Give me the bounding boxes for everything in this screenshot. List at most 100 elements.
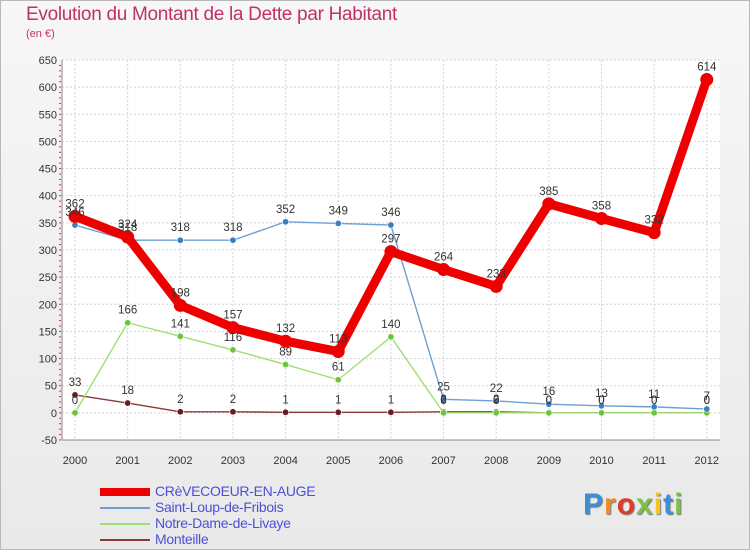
- data-point: [545, 409, 553, 417]
- y-tick-label: 50: [45, 381, 57, 393]
- y-tick-label: 100: [39, 354, 57, 366]
- x-tick-label: 2000: [63, 455, 87, 467]
- data-point: [703, 405, 711, 413]
- data-point: [492, 397, 500, 405]
- data-label: 318: [171, 222, 190, 234]
- x-tick-label: 2006: [379, 455, 403, 467]
- data-label: 0: [72, 395, 78, 407]
- data-label: 233: [487, 268, 506, 280]
- data-point: [68, 209, 82, 223]
- data-point: [595, 212, 608, 226]
- chart-title: Evolution du Montant de la Dette par Hab…: [26, 4, 397, 25]
- data-label: 614: [697, 62, 717, 74]
- legend-swatch: [100, 507, 150, 509]
- data-label: 362: [65, 198, 84, 210]
- data-label: 0: [546, 395, 552, 407]
- x-tick-label: 2010: [589, 455, 613, 467]
- legend-label: Saint-Loup-de-Fribois: [155, 499, 284, 515]
- data-label: 352: [276, 204, 295, 216]
- y-tick-label: 450: [39, 164, 57, 176]
- data-label: 13: [595, 388, 608, 400]
- data-label: 358: [592, 201, 611, 213]
- data-label: 349: [329, 205, 348, 217]
- data-point: [121, 230, 135, 244]
- legend-swatch: [100, 488, 150, 496]
- legend-swatch: [100, 523, 150, 525]
- data-label: 1: [388, 394, 394, 406]
- y-tick-label: 650: [39, 55, 57, 67]
- data-label: 7: [704, 391, 710, 403]
- data-label: 89: [279, 347, 292, 359]
- y-tick-label: 250: [39, 272, 57, 284]
- legend-label: Monteille: [155, 531, 209, 547]
- data-label: 318: [118, 222, 137, 234]
- x-tick-label: 2001: [115, 455, 139, 467]
- chart-subtitle: (en €): [26, 28, 55, 40]
- data-label: 22: [490, 383, 503, 395]
- logo-letter: P: [583, 488, 605, 521]
- data-label: 2: [493, 394, 499, 406]
- y-tick-label: -50: [41, 435, 57, 447]
- data-point: [440, 395, 448, 403]
- y-tick-label: 550: [39, 109, 57, 121]
- data-label: 264: [434, 252, 454, 264]
- data-label: 346: [381, 207, 400, 219]
- data-label: 0: [598, 395, 604, 407]
- data-label: 0: [651, 395, 657, 407]
- data-label: 33: [69, 377, 82, 389]
- data-point: [387, 408, 395, 416]
- data-label: 16: [542, 386, 555, 398]
- legend-swatch: [100, 539, 150, 541]
- data-point: [176, 408, 184, 416]
- data-label: 2: [177, 394, 183, 406]
- legend-item-monteille[interactable]: Monteille: [100, 531, 400, 548]
- data-label: 0: [598, 395, 604, 407]
- data-point: [542, 197, 556, 211]
- data-point: [71, 391, 79, 399]
- data-point: [440, 409, 448, 417]
- logo-letter: i: [674, 488, 684, 521]
- x-tick-label: 2011: [642, 455, 666, 467]
- x-tick-label: 2005: [326, 455, 350, 467]
- data-label: 318: [223, 222, 242, 234]
- logo-letter: t: [663, 488, 675, 521]
- data-label: 1: [335, 394, 341, 406]
- legend-item-notre-dame[interactable]: Notre-Dame-de-Livaye: [100, 515, 400, 532]
- data-label: 324: [118, 219, 138, 231]
- legend-label: CRèVECOEUR-EN-AUGE: [155, 483, 316, 499]
- x-tick-label: 2009: [537, 455, 561, 467]
- data-point: [387, 221, 395, 229]
- data-label: 0: [651, 395, 657, 407]
- data-label: 332: [645, 215, 664, 227]
- data-point: [71, 409, 79, 417]
- data-label: 157: [223, 310, 242, 322]
- data-point: [229, 236, 237, 244]
- x-tick-label: 2003: [221, 455, 245, 467]
- data-point: [492, 409, 500, 417]
- data-label: 346: [65, 207, 84, 219]
- data-point: [331, 345, 345, 359]
- data-point: [597, 402, 605, 410]
- logo-letter: o: [616, 488, 637, 521]
- data-point: [176, 236, 184, 244]
- data-point: [489, 279, 503, 293]
- logo-letter: x: [636, 488, 654, 521]
- data-label: 1: [282, 394, 288, 406]
- data-label: 113: [329, 334, 347, 346]
- y-tick-label: 0: [51, 408, 57, 420]
- legend-item-crevecoeur[interactable]: CRèVECOEUR-EN-AUGE: [100, 483, 400, 500]
- data-label: 25: [437, 381, 450, 393]
- data-point: [226, 321, 240, 335]
- x-tick-label: 2008: [484, 455, 508, 467]
- x-tick-label: 2007: [431, 455, 455, 467]
- data-label: 0: [546, 395, 552, 407]
- legend-item-saint-loup[interactable]: Saint-Loup-de-Fribois: [100, 499, 400, 516]
- data-point: [650, 409, 658, 417]
- data-label: 116: [224, 332, 242, 344]
- data-label: 141: [171, 318, 190, 330]
- data-label: 2: [440, 394, 446, 406]
- data-label: 132: [276, 323, 295, 335]
- data-point: [173, 298, 187, 312]
- data-label: 385: [539, 186, 558, 198]
